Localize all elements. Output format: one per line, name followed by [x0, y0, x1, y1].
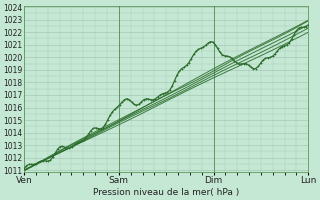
X-axis label: Pression niveau de la mer( hPa ): Pression niveau de la mer( hPa ) — [93, 188, 239, 197]
